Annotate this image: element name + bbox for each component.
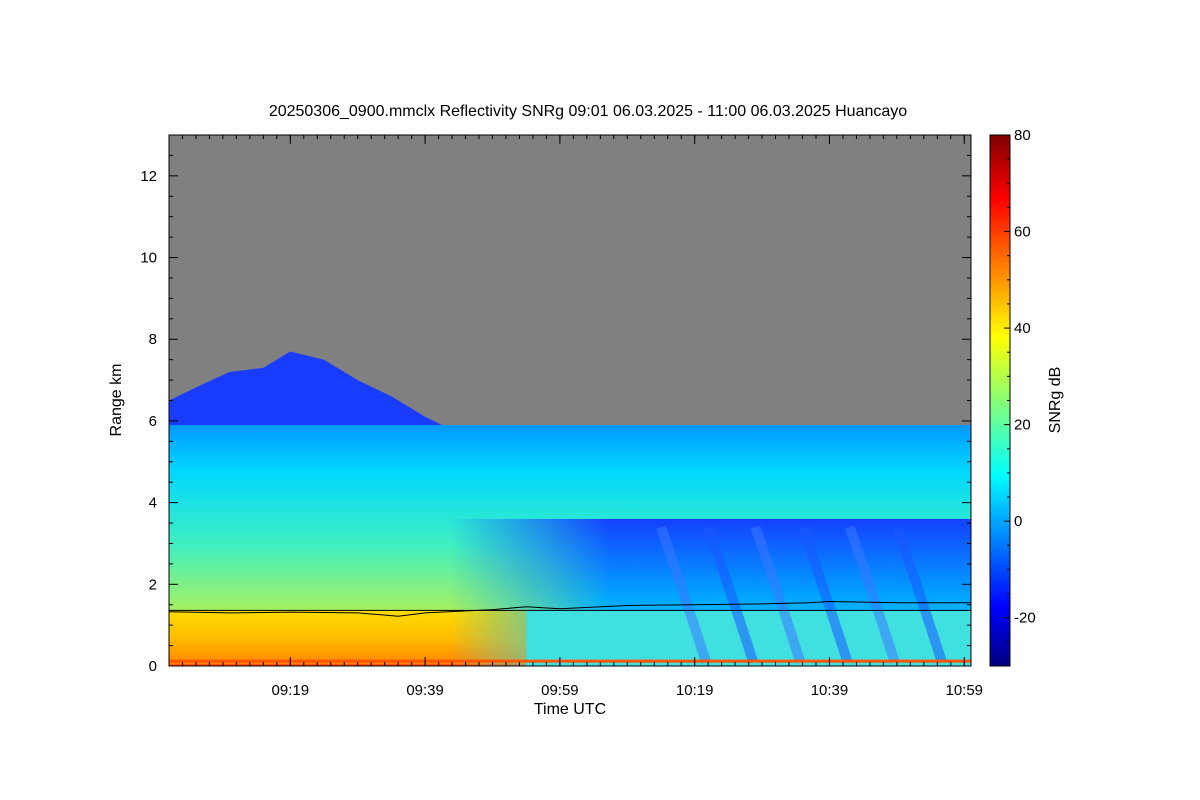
colorbar-axis: -20 0 20 40 60 80 xyxy=(1004,127,1036,667)
fall-streak xyxy=(797,525,853,664)
x-tick-label: 09:19 xyxy=(272,682,310,699)
fall-streak xyxy=(844,525,900,664)
x-tick-label: 10:19 xyxy=(676,682,714,699)
heatmap-plot-area xyxy=(169,135,971,666)
y-tick-label: 4 xyxy=(149,495,157,512)
y-axis-label: Range km xyxy=(108,364,125,437)
fall-streak xyxy=(703,525,758,664)
colorbar-tick-label: 80 xyxy=(1014,127,1031,144)
x-tick-label: 09:59 xyxy=(541,682,579,699)
colorbar-tick-label: -20 xyxy=(1014,610,1036,627)
x-axis-label: Time UTC xyxy=(534,701,606,718)
colorbar-tick-label: 60 xyxy=(1014,224,1031,241)
y-tick-label: 10 xyxy=(140,250,157,267)
chart-title: 20250306_0900.mmclx Reflectivity SNRg 09… xyxy=(269,103,907,120)
colorbar-tick-label: 40 xyxy=(1014,320,1031,337)
fall-streak xyxy=(750,525,806,664)
x-tick-label: 10:39 xyxy=(811,682,849,699)
fall-streak xyxy=(892,525,947,664)
x-tick-label: 09:39 xyxy=(406,682,444,699)
colorbar-tick-label: 20 xyxy=(1014,417,1031,434)
fall-streaks xyxy=(656,525,947,664)
y-tick-label: 8 xyxy=(149,331,157,348)
y-tick-label: 0 xyxy=(149,658,157,675)
boundary-lines xyxy=(169,600,971,663)
y-tick-label: 6 xyxy=(149,413,157,430)
y-tick-label: 12 xyxy=(140,168,157,185)
fall-streak xyxy=(656,525,711,664)
y-axis: 0 2 4 6 8 10 12 xyxy=(140,134,971,675)
y-tick-label: 2 xyxy=(149,576,157,593)
colorbar-tick-label: 0 xyxy=(1014,513,1022,530)
x-axis: 09:19 09:39 09:59 10:19 10:39 10:59 xyxy=(168,135,983,699)
colorbar-label: SNRg dB xyxy=(1047,367,1064,434)
x-tick-label: 10:59 xyxy=(945,682,983,699)
boundary-line-1 xyxy=(169,600,971,617)
